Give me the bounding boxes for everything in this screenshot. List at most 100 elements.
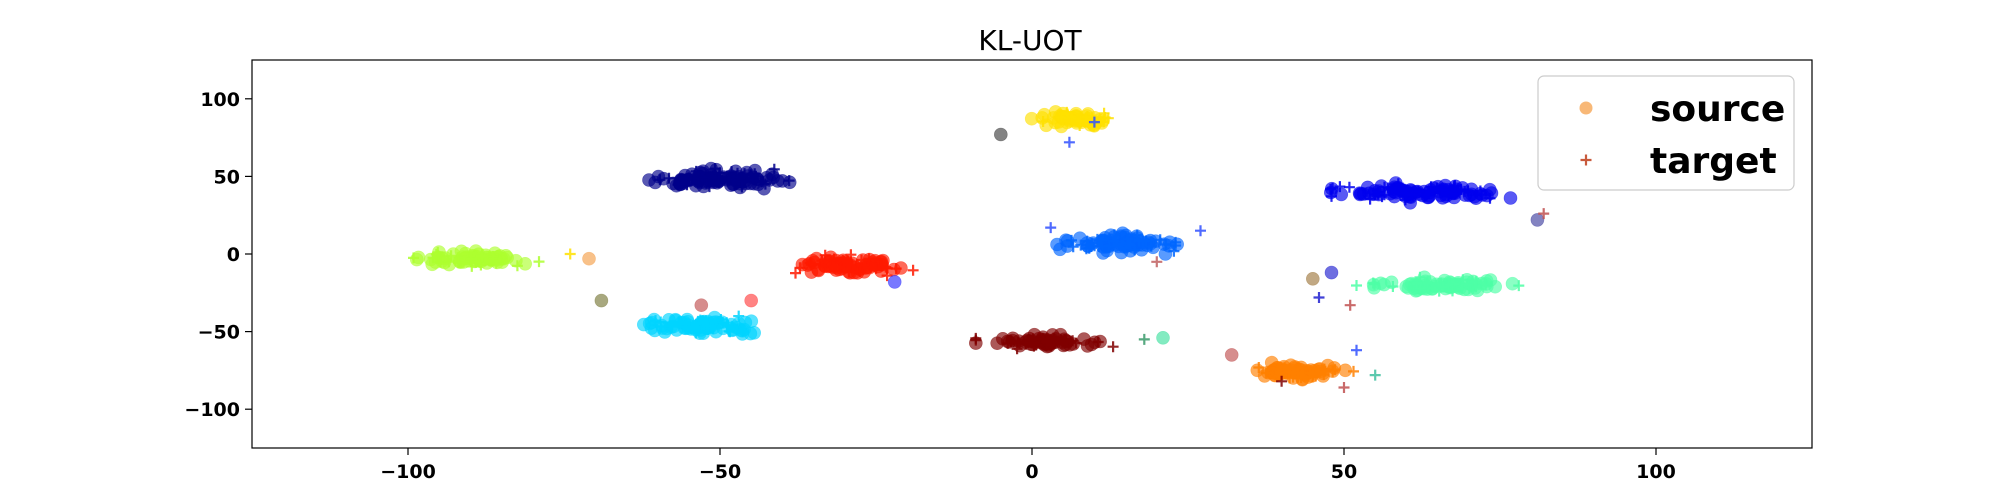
target-point [1145,240,1157,252]
source-point [594,293,609,308]
target-point [1065,111,1077,123]
target-point [511,260,523,272]
target-point [794,262,806,274]
target-point [408,252,419,264]
target-point [733,310,745,322]
target-point [843,266,855,278]
target-point [673,316,685,328]
target-point [476,251,488,263]
target-point [1083,242,1095,254]
target-point [1431,183,1443,194]
points-layer [408,105,1550,393]
target-point [1399,194,1411,206]
y-tick-label: 100 [200,89,240,111]
target-point [1338,382,1350,393]
target-point [768,163,780,175]
target-point [816,255,828,267]
target-point [432,246,444,258]
target-point [1329,364,1341,376]
target-point [1334,181,1346,193]
target-point [533,256,545,268]
target-point [1002,337,1014,349]
target-point [1103,241,1115,253]
target-point [655,316,667,328]
legend-target-marker [1580,154,1592,166]
target-point [732,167,743,179]
source-point [887,275,902,289]
target-point [654,174,666,186]
target-point [727,174,739,186]
target-point [445,250,457,262]
target-point [1411,277,1423,289]
target-point [1295,372,1307,384]
chart-title: KL-UOT [978,24,1082,57]
source-point [582,251,596,266]
target-point [1253,362,1265,373]
source-point [1306,271,1320,286]
target-point [1442,279,1454,291]
source-point [1156,330,1170,345]
x-tick-label: 50 [1331,461,1357,483]
target-point [1412,185,1424,197]
target-point [1098,107,1110,119]
target-point [1419,189,1431,201]
target-point [1513,280,1525,292]
x-tick-label: −100 [380,461,436,483]
target-point [713,177,725,189]
target-point [1070,337,1082,349]
source-point [993,127,1008,142]
source-point [642,173,656,187]
target-point [453,257,464,269]
source-point [738,315,753,330]
target-point [1272,364,1284,376]
target-point [1260,367,1272,379]
target-point [1430,279,1442,291]
target-point [1067,241,1079,253]
target-point [690,327,702,339]
target-point [684,322,695,334]
target-point [737,325,749,337]
target-point [1037,116,1049,127]
target-point [804,257,816,269]
target-point [1385,183,1397,195]
target-point [856,254,867,266]
target-point [715,314,727,325]
y-tick-label: −50 [198,322,240,344]
target-point [1387,281,1399,292]
target-point [1480,279,1492,291]
target-point [1026,337,1037,349]
legend-box [1537,75,1795,191]
legend-source-marker [1579,101,1593,115]
target-point [1414,283,1426,295]
target-point [1407,189,1418,201]
target-point [1107,341,1119,353]
target-point [465,253,477,265]
target-point [1344,299,1356,311]
target-point [564,248,576,260]
source-point [1484,186,1499,200]
source-point [1530,213,1545,227]
target-point [1351,280,1362,291]
target-point [755,176,767,188]
target-point [880,261,892,273]
y-tick-label: −100 [184,399,240,421]
target-point [1484,192,1496,204]
target-point [1400,184,1412,196]
target-point [1012,336,1024,348]
target-point [1093,235,1105,247]
target-point [1092,336,1104,348]
target-point [1447,285,1458,297]
target-point [1108,229,1120,241]
x-tick-label: 0 [1025,461,1038,483]
target-point [1131,229,1143,241]
target-point [1048,332,1060,344]
target-point [865,261,877,273]
target-point [1160,239,1172,250]
target-point [1437,281,1449,293]
target-point [1138,333,1150,345]
source-point [1024,111,1039,126]
target-point [1170,240,1182,251]
target-point [1392,178,1404,190]
target-point [1124,240,1136,252]
